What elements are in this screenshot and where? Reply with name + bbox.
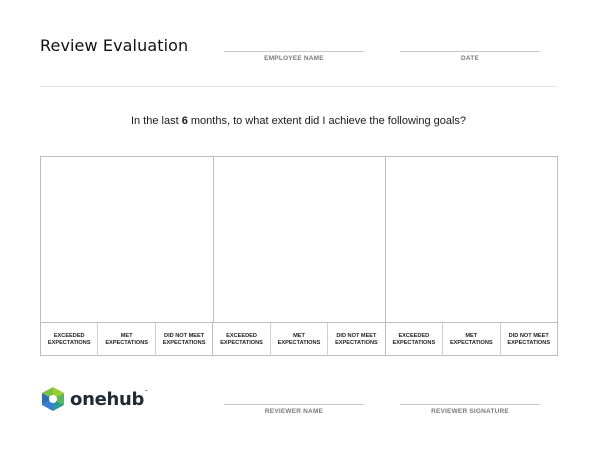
- rating-not-met-goal-2[interactable]: DID NOT MEET EXPECTATIONS: [328, 323, 386, 356]
- header-divider: [40, 86, 557, 87]
- question-prefix: In the last: [130, 115, 182, 127]
- rating-exceeded-goal-3[interactable]: EXCEEDED EXPECTATIONS: [386, 323, 444, 356]
- question-text: In the last 6 months, to what extent did…: [40, 115, 557, 127]
- goals-grid: EXCEEDED EXPECTATIONS MET EXPECTATIONS D…: [40, 156, 558, 356]
- goal-area-3[interactable]: [385, 157, 557, 322]
- onehub-logo-icon: [42, 387, 64, 411]
- rating-met-goal-1[interactable]: MET EXPECTATIONS: [98, 323, 156, 356]
- rating-met-goal-2[interactable]: MET EXPECTATIONS: [271, 323, 329, 356]
- rating-not-met-goal-1[interactable]: DID NOT MEET EXPECTATIONS: [156, 323, 214, 356]
- onehub-logo-text: onehub™: [70, 388, 148, 410]
- reviewer-signature-line[interactable]: [400, 404, 540, 405]
- reviewer-signature-label: REVIEWER SIGNATURE: [431, 408, 509, 415]
- question-suffix: months, to what extent did I achieve the…: [187, 115, 467, 127]
- employee-name-line[interactable]: [224, 51, 364, 52]
- page-title: Review Evaluation: [40, 36, 189, 55]
- rating-met-goal-3[interactable]: MET EXPECTATIONS: [443, 323, 501, 356]
- rating-exceeded-goal-2[interactable]: EXCEEDED EXPECTATIONS: [213, 323, 271, 356]
- goal-area-1[interactable]: [41, 157, 214, 322]
- question-months: 6: [181, 115, 188, 127]
- date-line[interactable]: [400, 51, 540, 52]
- rating-row: EXCEEDED EXPECTATIONS MET EXPECTATIONS D…: [41, 322, 557, 356]
- goal-area-2[interactable]: [213, 157, 386, 322]
- reviewer-name-label: REVIEWER NAME: [264, 408, 324, 415]
- reviewer-name-line[interactable]: [224, 404, 364, 405]
- rating-exceeded-goal-1[interactable]: EXCEEDED EXPECTATIONS: [41, 323, 99, 356]
- rating-not-met-goal-3[interactable]: DID NOT MEET EXPECTATIONS: [507, 332, 551, 346]
- employee-name-label: EMPLOYEE NAME: [264, 55, 324, 62]
- onehub-logo: onehub™: [40, 386, 148, 412]
- date-label: DATE: [460, 55, 479, 62]
